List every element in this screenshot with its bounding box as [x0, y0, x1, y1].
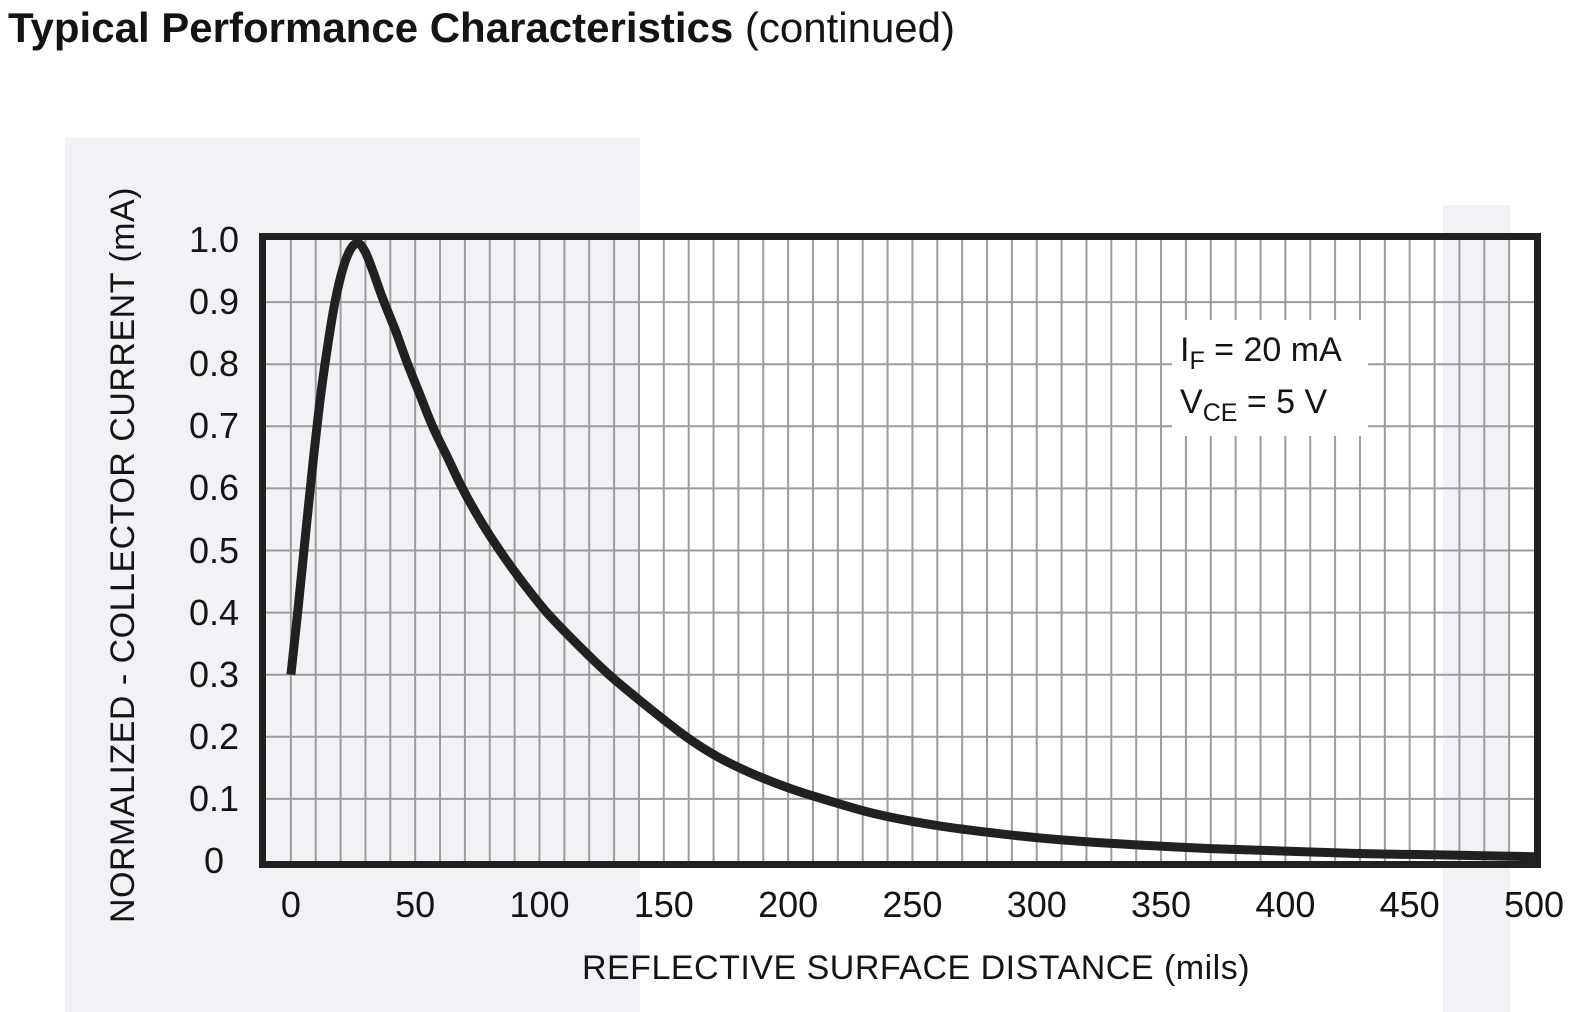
y-tick-label: 0.1: [188, 777, 240, 819]
y-tick-label: 0.7: [188, 405, 240, 447]
subscript-f: F: [1189, 346, 1205, 375]
y-tick-label: 0.4: [188, 591, 240, 633]
x-tick-label: 0: [280, 884, 301, 925]
grid-lines: [266, 240, 1534, 861]
y-tick-label: 0.6: [188, 467, 240, 509]
subscript-ce: CE: [1202, 398, 1238, 427]
y-tick-label: 0.3: [188, 653, 240, 695]
annotation-box: IF = 20 mA VCE = 5 V: [1172, 320, 1368, 436]
x-axis-title: REFLECTIVE SURFACE DISTANCE (mils): [581, 949, 1251, 987]
page-title-suffix: (continued): [733, 4, 956, 51]
y-tick-label: 0.2: [188, 715, 240, 757]
y-tick-label: 0.5: [188, 529, 240, 571]
x-tick-label: 300: [1006, 884, 1067, 925]
y-tick-label: 1.0: [188, 219, 240, 260]
annotation-line-vce: VCE = 5 V: [1180, 383, 1328, 427]
data-curve: [286, 240, 1534, 861]
x-tick-label: 200: [758, 884, 819, 925]
annotation-line-if: IF = 20 mA: [1180, 331, 1342, 375]
x-tick-label: 400: [1255, 884, 1316, 925]
y-tick-label: 0.8: [188, 343, 240, 385]
y-tick-label: 0.9: [188, 281, 240, 323]
page-title: Typical Performance Characteristics (con…: [8, 2, 955, 54]
scan-shading-right: [1443, 205, 1510, 1012]
y-axis-title: NORMALIZED - COLLECTOR CURRENT (mA): [104, 187, 142, 923]
page-title-main: Typical Performance Characteristics: [8, 4, 734, 51]
x-tick-label: 350: [1131, 884, 1192, 925]
x-tick-label: 150: [633, 884, 694, 925]
x-tick-label: 100: [509, 884, 570, 925]
x-tick-label: 50: [395, 884, 436, 925]
x-tick-label: 250: [882, 884, 943, 925]
plot-area: IF = 20 mA VCE = 5 V: [259, 233, 1541, 868]
x-tick-label: 500: [1503, 884, 1565, 925]
y-tick-label: 0: [203, 840, 225, 881]
x-tick-label: 450: [1379, 884, 1440, 925]
collector-current-curve: [286, 240, 1534, 861]
